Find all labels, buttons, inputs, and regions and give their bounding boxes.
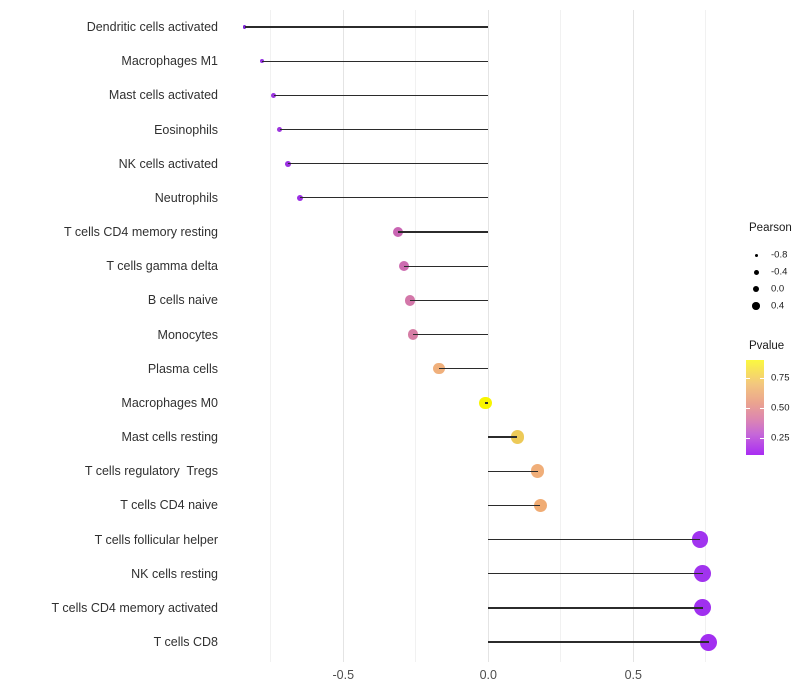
stem-line [488, 470, 538, 472]
stem-line [288, 163, 489, 165]
category-label: Mast cells activated [108, 88, 218, 103]
colorbar-tick-label: 0.50 [771, 402, 790, 414]
category-label: Monocytes [157, 327, 218, 342]
stem-line [398, 231, 489, 233]
stem-line [488, 436, 518, 438]
data-point [700, 633, 718, 651]
stem-line [279, 128, 489, 131]
colorbar-tick-mark [760, 378, 764, 379]
stem-line [404, 265, 489, 267]
pvalue-colorbar [746, 360, 764, 455]
category-label: Dendritic cells activated [86, 19, 218, 34]
stem-line [485, 402, 489, 404]
category-label: NK cells resting [131, 566, 218, 581]
legend-size-label: -0.4 [771, 266, 788, 278]
data-point [533, 498, 548, 513]
stem-line [488, 504, 541, 507]
category-label: Eosinophils [154, 122, 218, 137]
stem-line [262, 60, 489, 62]
gridline-minor [270, 10, 272, 662]
x-tick-label: -0.5 [332, 668, 355, 682]
data-point [694, 599, 712, 617]
stem-line [439, 368, 489, 370]
stem-line [412, 333, 489, 336]
category-label: T cells regulatory Tregs [84, 463, 218, 478]
colorbar-tick-mark [746, 378, 750, 379]
colorbar-tick-mark [760, 438, 764, 439]
legend-size-dot [752, 285, 760, 293]
x-tick-label: 0.5 [624, 668, 642, 682]
category-label: T cells CD4 memory activated [51, 600, 219, 615]
category-label: Neutrophils [154, 190, 218, 205]
data-point [404, 295, 416, 306]
legend-size-label: -0.8 [771, 249, 788, 261]
data-point [433, 363, 445, 375]
legend-pvalue-title: Pvalue [749, 340, 785, 352]
stem-line [488, 573, 703, 575]
data-point [259, 59, 265, 64]
gridline-major [342, 10, 344, 662]
legend-size-label: 0.0 [771, 283, 785, 295]
category-label: Macrophages M1 [121, 53, 218, 68]
stem-line [410, 299, 489, 301]
stem-line [299, 197, 489, 199]
legend-pearson-title: Pearson [749, 222, 792, 234]
legend-size-dot [752, 302, 760, 310]
category-label: B cells naive [147, 293, 218, 308]
data-point [530, 464, 545, 478]
category-label: T cells follicular helper [94, 532, 218, 547]
data-point [691, 531, 709, 548]
category-label: T cells CD4 naive [120, 498, 218, 513]
legend-size-dot [754, 253, 758, 257]
colorbar-tick-mark [746, 438, 750, 439]
colorbar-tick-label: 0.75 [771, 372, 790, 384]
gridline-minor [705, 10, 707, 662]
stem-line [488, 538, 700, 541]
stem-line [488, 641, 709, 643]
category-label: T cells CD8 [153, 634, 218, 649]
stem-line [488, 607, 703, 609]
x-tick-label: 0.0 [479, 668, 497, 682]
category-label: NK cells activated [118, 156, 218, 171]
colorbar-tick-mark [760, 408, 764, 409]
gridline-major [487, 10, 489, 662]
legend-size-dot [753, 269, 759, 275]
category-label: T cells gamma delta [106, 258, 218, 273]
category-label: Macrophages M0 [121, 395, 218, 410]
gridline-major [632, 10, 634, 662]
category-label: Plasma cells [147, 361, 218, 376]
data-point [399, 261, 410, 272]
category-label: Mast cells resting [121, 429, 218, 444]
gridline-minor [560, 10, 562, 662]
data-point [694, 565, 712, 583]
legend-size-label: 0.4 [771, 300, 785, 312]
data-point [296, 194, 303, 202]
stem-line [273, 94, 489, 96]
colorbar-tick-label: 0.25 [771, 432, 790, 444]
data-point [276, 126, 283, 133]
category-label: T cells CD4 memory resting [64, 224, 218, 239]
colorbar-tick-mark [746, 408, 750, 409]
stem-line [244, 26, 489, 28]
